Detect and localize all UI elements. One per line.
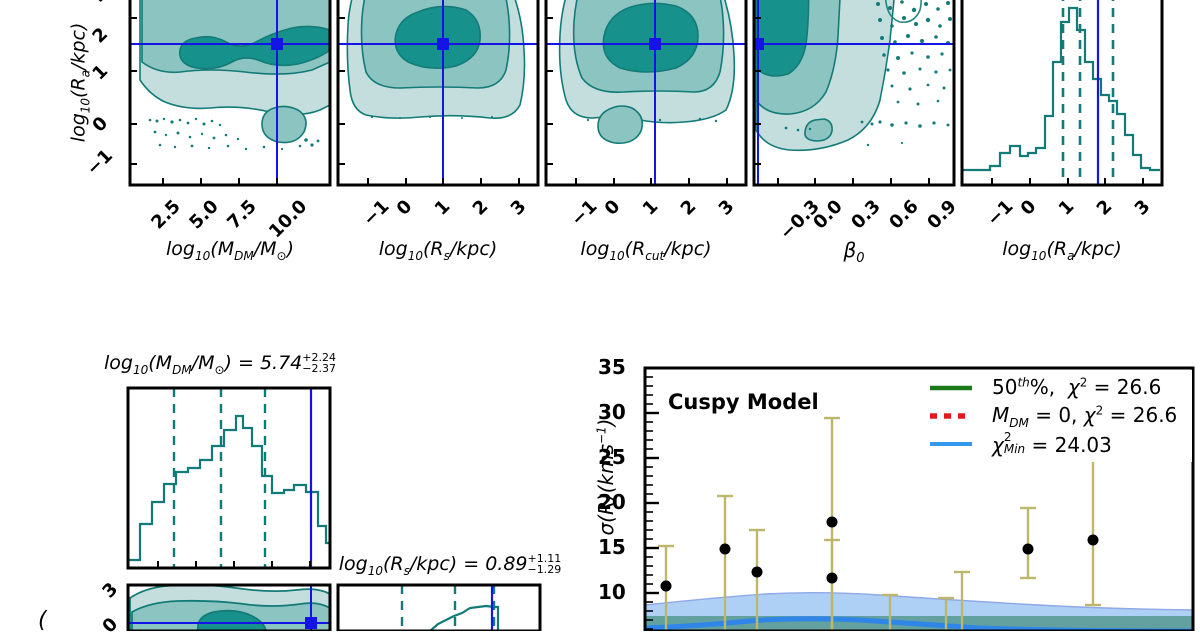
error-bar-5 — [824, 538, 840, 631]
panel-rs-vs-ra-content — [346, 0, 526, 120]
dispersion-y-axis-label: σ(R)(kms−1) — [594, 418, 618, 536]
xlabel-beta0: β0 — [843, 238, 865, 266]
ytick-15: 15 — [598, 535, 626, 559]
error-bar-6 — [882, 593, 898, 631]
data-point — [660, 580, 672, 592]
error-bar-7 — [938, 596, 954, 631]
rs-histogram-content — [400, 585, 500, 631]
mdm-err-down: −2.37 — [302, 362, 336, 376]
xlabel-ra: log10(Ra/kpc) — [1002, 238, 1122, 263]
legend-label-chimin: χ 2 Min = 24.03 — [992, 430, 1112, 457]
panel-4-ticks — [754, 17, 930, 185]
panel-1-ticks — [130, 17, 278, 185]
ytick-30: 30 — [598, 400, 626, 424]
panel-mdm-vs-ra-content — [139, 0, 330, 151]
panel-2-ticks — [338, 17, 520, 185]
panel-ra-histogram-content — [962, 0, 1160, 184]
data-point — [719, 543, 731, 555]
mdm-quantile-lines — [172, 388, 267, 568]
data-point — [826, 572, 838, 584]
truth-marker-p4 — [753, 38, 764, 50]
corner-plot-top-row — [0, 0, 1200, 285]
rs-hist-frame — [336, 583, 542, 631]
ytick-10: 10 — [598, 580, 626, 604]
mdm-err-up: +2.24 — [302, 351, 336, 364]
data-point — [1087, 534, 1099, 546]
error-bar-10 — [1085, 438, 1101, 607]
panel-3-ticks — [546, 17, 728, 185]
dispersion-y-major-ticks — [645, 366, 659, 595]
panel-5-ticks — [991, 178, 1144, 185]
legend-label-median: 50th%, χ2 = 26.6 — [992, 375, 1162, 399]
mdm-histogram-content — [128, 388, 330, 568]
bottom-corner-title-mdm: log10(MDM/M⊙) = 5.74 +2.24 −2.37 — [104, 351, 336, 378]
data-point — [1022, 543, 1034, 555]
truth-marker-p3 — [649, 38, 661, 50]
ytick-25: 25 — [598, 445, 626, 469]
rs-value: 0.89 — [485, 553, 528, 576]
bottom-corner-title-rs: log10(Rs/kpc) = 0.89 +1.11 −1.29 — [338, 552, 562, 579]
dispersion-y-minor-ticks — [645, 376, 653, 630]
quantile-lines-p5 — [1061, 0, 1115, 184]
ytick-20: 20 — [598, 490, 626, 514]
truth-marker-p2 — [437, 38, 449, 50]
mdm-rs-contour-frame — [126, 583, 332, 631]
rs-err-down: −1.29 — [527, 563, 562, 577]
xlabel-mdm: log10(MDM/M⊙) — [166, 238, 294, 263]
corner-y-axis-label: log10(Ra/kpc) — [67, 22, 93, 143]
bottom-corner-svg — [126, 386, 542, 631]
dispersion-content — [645, 416, 1193, 631]
error-bar-9 — [1020, 506, 1036, 580]
panel-beta0-vs-ra-content — [755, 0, 952, 152]
mdm-vs-rs-contour-content — [128, 585, 330, 631]
data-point — [826, 516, 838, 528]
bottom-corner-plots — [0, 380, 600, 631]
mdm-value: 5.74 — [259, 352, 303, 375]
dispersion-frame — [643, 366, 1195, 631]
cuspy-model-annotation: Cuspy Model — [668, 390, 819, 414]
legend-swatches — [930, 385, 972, 446]
panel-frame-1 — [128, 0, 332, 187]
error-bar-2 — [717, 494, 733, 631]
panel-frame-5 — [960, 0, 1164, 187]
beta0-scatter-cloud — [784, 0, 952, 147]
legend-label-nodm: MDM = 0, χ2 = 26.6 — [992, 403, 1178, 430]
error-bar-8 — [954, 570, 970, 631]
data-point — [751, 566, 763, 578]
ytick-35: 35 — [598, 355, 626, 379]
error-bar-3 — [749, 528, 765, 631]
panel-frame-3 — [544, 0, 748, 187]
mdm-hist-ticks — [157, 561, 311, 568]
mdm-hist-frame — [126, 386, 332, 570]
panel-rcut-vs-ra-content — [558, 0, 736, 145]
xlabel-rs: log10(Rs/kpc) — [378, 238, 498, 263]
corner-plot-svg — [128, 0, 1164, 187]
dispersion-plot — [560, 350, 1200, 631]
panel-frame-2 — [336, 0, 540, 187]
rs-quantile-lines — [400, 585, 496, 631]
bottom-corner-ylabel-partial: ( — [38, 608, 47, 633]
truth-marker-p1 — [271, 38, 283, 50]
data-points — [660, 516, 1099, 592]
rs-err-up: +1.11 — [527, 552, 562, 565]
dispersion-svg — [643, 366, 1195, 631]
error-bars — [658, 416, 1101, 631]
xlabel-rcut: log10(Rcut/kpc) — [580, 238, 712, 263]
